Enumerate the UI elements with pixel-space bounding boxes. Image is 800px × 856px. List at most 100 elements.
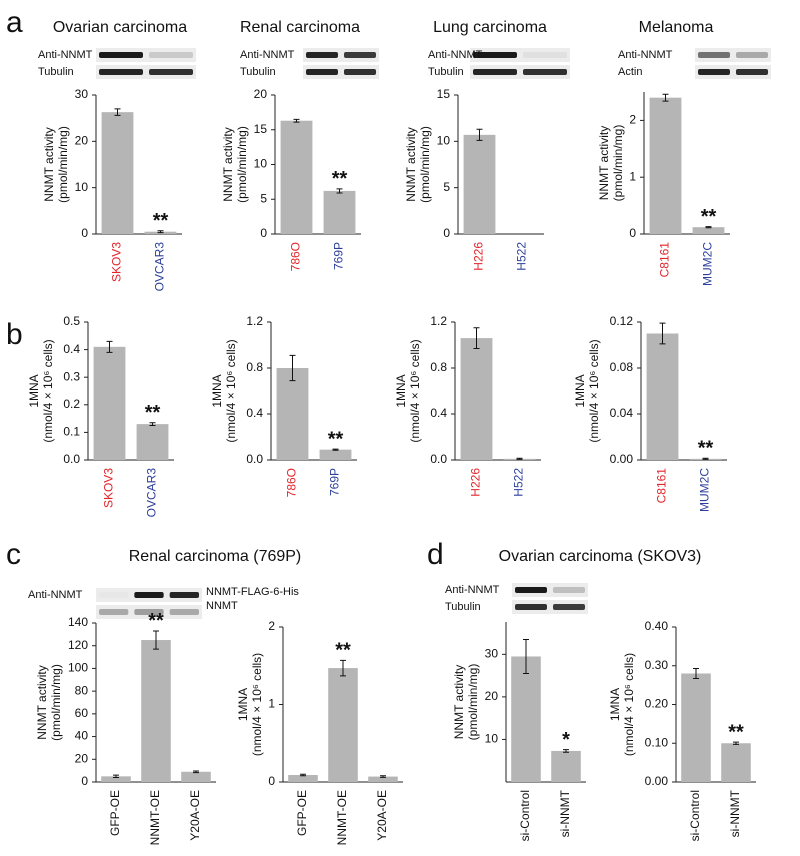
y-tick-label: 10	[437, 134, 451, 148]
y-tick-label: 140	[68, 615, 88, 629]
x-tick-label: C8161	[655, 468, 669, 504]
y-tick-label: 0.10	[645, 735, 669, 749]
bar	[511, 656, 541, 782]
y-tick-label: 0.00	[645, 774, 669, 788]
bar	[101, 112, 134, 234]
significance: **	[728, 721, 744, 743]
x-tick-label: Y20A-OE	[375, 790, 389, 841]
x-tick-label: C8161	[658, 242, 672, 278]
y-axis-label: (pmol/min/mg)	[56, 126, 70, 203]
x-tick-label: si-Control	[518, 790, 532, 841]
y-axis-label: NNMT activity	[42, 127, 56, 201]
error-bar	[702, 457, 709, 460]
blot-band	[149, 52, 193, 58]
blot-band	[698, 52, 730, 58]
x-tick-label: 769P	[332, 242, 346, 270]
panel-label: a	[6, 6, 23, 39]
blot-label: NNMT	[206, 600, 238, 612]
blot-band	[553, 604, 585, 610]
y-tick-label: 10	[75, 180, 89, 194]
x-tick-label: 769P	[328, 468, 342, 496]
blot-strip	[303, 48, 379, 62]
blot-band	[169, 592, 199, 598]
error-bar	[693, 667, 699, 680]
y-tick-label: 0.8	[246, 360, 263, 374]
error-bar	[336, 188, 343, 194]
y-tick-label: 0.4	[246, 406, 263, 420]
y-axis-label: 1MNA	[27, 374, 41, 407]
bar	[136, 424, 169, 460]
x-tick-label: OVCAR3	[145, 468, 159, 518]
panel-label: d	[427, 538, 444, 571]
blot-strip	[303, 65, 379, 79]
error-bar	[293, 118, 300, 123]
x-tick-label: Y20A-OE	[188, 790, 202, 841]
y-axis-label: (nmol/4 × 10⁶ cells)	[622, 653, 636, 756]
x-tick-label: SKOV3	[110, 242, 124, 282]
y-tick-label: 0.40	[645, 619, 669, 633]
error-bar	[340, 659, 346, 677]
y-tick-label: 0	[81, 226, 88, 240]
y-tick-label: 1.2	[430, 314, 447, 328]
bar	[288, 775, 318, 782]
y-tick-label: 20	[75, 134, 89, 148]
error-bar	[193, 770, 199, 774]
blot-band	[134, 592, 164, 598]
y-axis-label: (nmol/4 × 10⁶ cells)	[224, 339, 238, 442]
x-tick-label: si-NNMT	[728, 789, 742, 837]
blot-band	[134, 609, 164, 615]
blot-band	[99, 592, 129, 598]
error-bar	[523, 638, 529, 674]
blot-label: Anti-NNMT	[428, 49, 483, 61]
error-bar	[476, 128, 483, 141]
x-tick-label: H226	[469, 468, 483, 497]
blot-label: Anti-NNMT	[240, 49, 295, 61]
blot-label: Tubulin	[38, 66, 74, 78]
significance: **	[698, 438, 714, 460]
chart-title: Melanoma	[639, 19, 714, 36]
y-tick-label: 20	[75, 751, 89, 765]
error-bar	[300, 773, 306, 777]
y-axis-label: 1MNA	[210, 374, 224, 407]
y-tick-label: 0.4	[430, 406, 447, 420]
blot-band	[169, 609, 199, 615]
blot-strip	[512, 583, 588, 597]
y-axis-label: (nmol/4 × 10⁶ cells)	[250, 653, 264, 756]
x-tick-label: si-Control	[688, 790, 702, 841]
error-bar	[114, 108, 121, 116]
blot-band	[515, 587, 547, 593]
blot-strip	[96, 48, 196, 62]
bar	[141, 640, 171, 782]
y-axis-label: NNMT activity	[221, 127, 235, 201]
blot-band	[149, 69, 193, 75]
y-axis-label: NNMT activity	[404, 127, 418, 201]
error-bar	[157, 230, 164, 234]
y-axis-label: (nmol/4 × 10⁶ cells)	[587, 339, 601, 442]
x-tick-label: OVCAR3	[153, 242, 167, 292]
y-tick-label: 100	[68, 661, 88, 675]
y-tick-label: 0.0	[430, 452, 447, 466]
blot-strip	[96, 65, 196, 79]
y-axis-label: (nmol/4 × 10⁶ cells)	[408, 339, 422, 442]
y-tick-label: 0	[81, 774, 88, 788]
x-tick-label: GFP-OE	[295, 790, 309, 836]
x-tick-label: si-NNMT	[558, 789, 572, 837]
error-bar	[659, 322, 666, 345]
group-title: Renal carcinoma (769P)	[129, 548, 302, 565]
blot-strip	[512, 600, 588, 614]
bar	[460, 338, 493, 460]
bar	[551, 750, 581, 782]
error-bar	[113, 774, 119, 778]
error-bar	[705, 226, 712, 229]
x-tick-label: SKOV3	[102, 468, 116, 508]
y-tick-label: 20	[485, 689, 499, 703]
y-tick-label: 5	[443, 180, 450, 194]
blot-label: Anti-NNMT	[28, 589, 83, 601]
x-tick-label: H522	[515, 242, 529, 271]
y-tick-label: 0.3	[63, 369, 80, 383]
y-axis-label: (pmol/min/mg)	[418, 126, 432, 203]
significance: **	[148, 610, 164, 632]
x-tick-label: GFP-OE	[108, 790, 122, 836]
y-tick-label: 0.5	[63, 314, 80, 328]
panel-label: c	[6, 538, 21, 571]
